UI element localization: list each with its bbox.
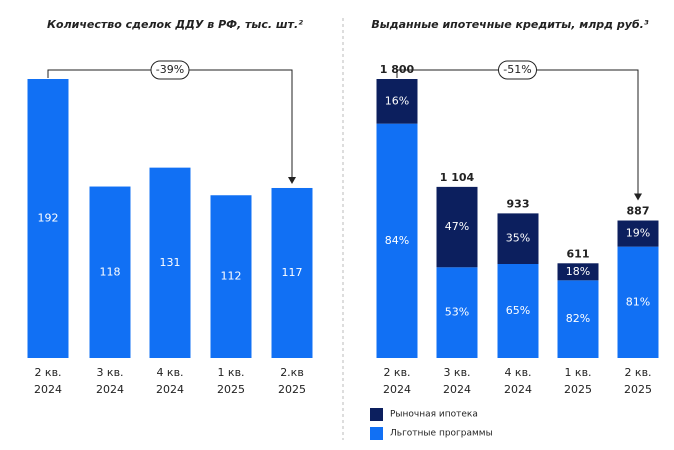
annotation-box bbox=[150, 60, 190, 80]
data-label: 118 bbox=[100, 265, 121, 278]
x-tick-label: 2025 bbox=[624, 383, 652, 396]
annotation-line bbox=[396, 69, 639, 195]
bar-segment bbox=[617, 246, 659, 358]
bar-segment bbox=[436, 267, 478, 358]
x-tick-label: 2024 bbox=[383, 383, 411, 396]
x-tick-label: 3 кв. bbox=[96, 366, 123, 379]
bar bbox=[89, 186, 131, 358]
legend-swatch bbox=[370, 427, 383, 440]
bar bbox=[149, 167, 191, 358]
chart-title: Количество сделок ДДУ в РФ, тыс. шт.² bbox=[47, 18, 303, 31]
x-tick-label: 2024 bbox=[156, 383, 184, 396]
annotation: -51% bbox=[503, 63, 531, 76]
data-label: 65% bbox=[506, 304, 530, 317]
legend-label: Рыночная ипотека bbox=[390, 410, 478, 420]
arrow-head bbox=[634, 193, 642, 201]
data-label: 117 bbox=[282, 266, 303, 279]
arrow-head bbox=[288, 176, 296, 184]
bar bbox=[27, 79, 69, 358]
legend-label: Льготные программы bbox=[390, 429, 493, 439]
annotation-line bbox=[47, 69, 293, 178]
bar-segment bbox=[557, 280, 599, 358]
data-label: 112 bbox=[221, 270, 242, 283]
bar-segment bbox=[497, 264, 539, 358]
annotation: -39% bbox=[156, 63, 184, 76]
x-tick-label: 4 кв. bbox=[504, 366, 531, 379]
x-tick-label: 2024 bbox=[96, 383, 124, 396]
x-tick-label: 2024 bbox=[504, 383, 532, 396]
x-tick-label: 2025 bbox=[564, 383, 592, 396]
data-label: 81% bbox=[626, 295, 650, 308]
bar-segment bbox=[557, 263, 599, 281]
x-tick-label: 3 кв. bbox=[443, 366, 470, 379]
data-label: 19% bbox=[626, 227, 650, 240]
bar-segment bbox=[376, 79, 418, 124]
data-label: 16% bbox=[385, 94, 409, 107]
total-label: 611 bbox=[567, 247, 590, 260]
x-tick-label: 4 кв. bbox=[156, 366, 183, 379]
x-tick-label: 2 кв. bbox=[383, 366, 410, 379]
data-label: 192 bbox=[38, 212, 59, 225]
legend-swatch bbox=[370, 408, 383, 421]
x-tick-label: 2 кв. bbox=[34, 366, 61, 379]
bar-segment bbox=[436, 186, 478, 268]
data-label: 47% bbox=[445, 220, 469, 233]
total-label: 933 bbox=[507, 197, 530, 210]
total-label: 1 104 bbox=[440, 171, 475, 184]
x-tick-label: 2 кв. bbox=[624, 366, 651, 379]
x-tick-label: 2025 bbox=[217, 383, 245, 396]
data-label: 35% bbox=[506, 232, 530, 245]
annotation-box bbox=[498, 60, 537, 80]
data-label: 53% bbox=[445, 306, 469, 319]
x-tick-label: 2024 bbox=[34, 383, 62, 396]
total-label: 887 bbox=[627, 205, 650, 218]
x-tick-label: 2024 bbox=[443, 383, 471, 396]
bar-segment bbox=[497, 213, 539, 265]
bar-segment bbox=[617, 220, 659, 247]
x-tick-label: 2.кв bbox=[280, 366, 304, 379]
bar bbox=[210, 195, 252, 358]
bar-segment bbox=[376, 123, 418, 358]
x-tick-label: 1 кв. bbox=[217, 366, 244, 379]
data-label: 82% bbox=[566, 312, 590, 325]
x-tick-label: 2025 bbox=[278, 383, 306, 396]
x-tick-label: 1 кв. bbox=[564, 366, 591, 379]
data-label: 84% bbox=[385, 234, 409, 247]
chart-title: Выданные ипотечные кредиты, млрд руб.³ bbox=[371, 18, 648, 31]
data-label: 18% bbox=[566, 265, 590, 278]
data-label: 131 bbox=[160, 256, 181, 269]
bar bbox=[271, 187, 313, 358]
